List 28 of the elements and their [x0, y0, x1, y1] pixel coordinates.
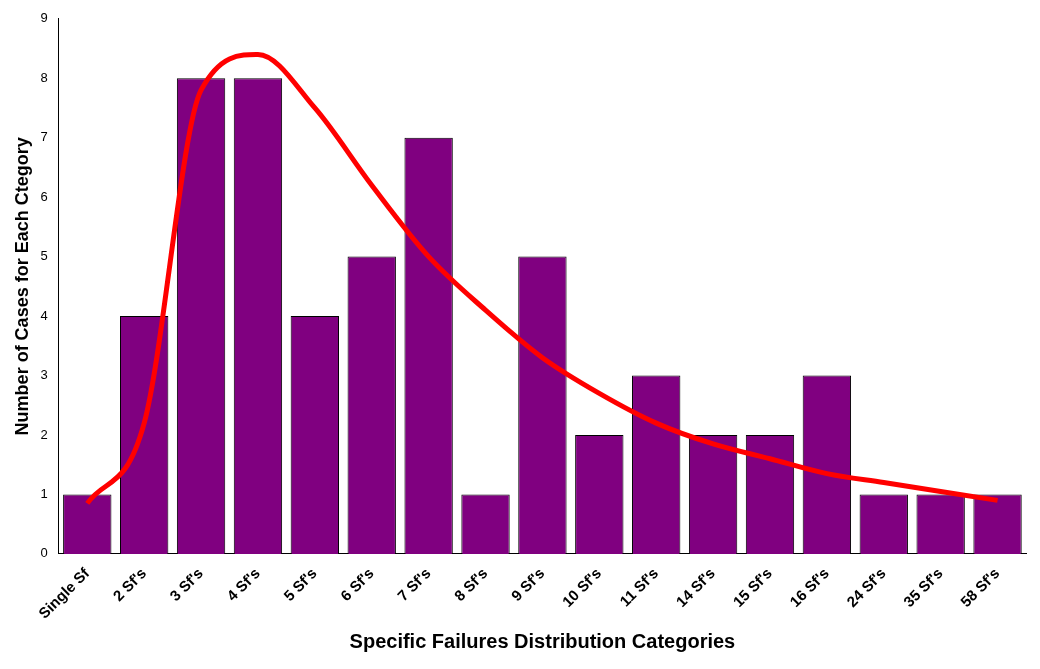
x-tick-label: 16 Sf's	[786, 564, 832, 611]
x-tick-label: 15 Sf's	[729, 564, 776, 611]
y-tick-label: 7	[40, 129, 48, 145]
x-tick-label: 7 Sf's	[393, 564, 434, 605]
x-tick-label: 2 Sf's	[109, 564, 150, 605]
y-tick-label: 1	[40, 486, 48, 502]
y-tick-label: 8	[40, 69, 48, 85]
x-tick-label: 11 Sf's	[616, 564, 662, 610]
y-axis-title: Number of Cases for Each Ctegory	[11, 137, 32, 436]
y-tick-label: 4	[40, 307, 48, 323]
y-tick-label: 5	[40, 248, 48, 264]
x-tick-label: 10 Sf's	[558, 564, 605, 611]
x-tick-label: 4 Sf's	[223, 564, 263, 605]
x-tick-label: 9 Sf's	[507, 564, 548, 605]
x-tick-label: 8 Sf's	[450, 564, 491, 605]
x-tick-label: 14 Sf's	[672, 564, 719, 611]
x-tick-label: 6 Sf's	[336, 564, 377, 605]
y-tick-label: 9	[40, 10, 48, 26]
y-tick-label: 0	[40, 545, 48, 561]
x-tick-label: 3 Sf's	[166, 564, 207, 605]
y-tick-label: 2	[40, 426, 48, 442]
x-tick-label: 5 Sf's	[280, 564, 320, 605]
y-tick-label: 3	[40, 367, 48, 383]
x-tick-label: 24 Sf's	[843, 564, 889, 611]
x-axis-title: Specific Failures Distribution Categories	[349, 629, 736, 652]
y-tick-label: 6	[40, 188, 48, 204]
x-tick-label: 35 Sf's	[899, 564, 946, 611]
x-tick-label: 58 Sf's	[956, 564, 1003, 611]
